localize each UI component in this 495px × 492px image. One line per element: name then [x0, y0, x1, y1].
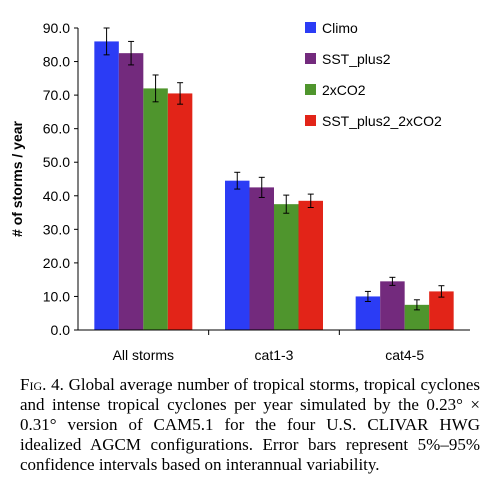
bar [225, 180, 250, 330]
legend: Climo SST_plus2 2xCO2 SST_plus2_2xCO2 [305, 20, 442, 129]
legend-label: Climo [322, 20, 358, 36]
bar [274, 204, 299, 330]
bar [429, 291, 454, 330]
y-tick-label: 20.0 [43, 255, 70, 271]
bar [380, 281, 405, 330]
bar [167, 93, 193, 330]
y-tick-label: 70.0 [43, 87, 70, 103]
figure-caption: Fig. 4. Global average number of tropica… [20, 375, 480, 475]
x-category-label: cat4-5 [385, 347, 424, 363]
legend-swatch [305, 53, 316, 64]
caption-label: Fig. 4. [20, 375, 64, 394]
legend-swatch [305, 22, 316, 33]
y-tick-label: 40.0 [43, 188, 70, 204]
bar [118, 53, 144, 331]
bar [355, 296, 381, 330]
x-axis: All storms cat1-3 cat4-5 [78, 329, 470, 363]
legend-swatch [305, 84, 316, 95]
y-axis: 0.0 10.0 20.0 30.0 40.0 50.0 60.0 70.0 80.0 90.0 [43, 20, 79, 338]
y-tick-label: 80.0 [43, 54, 70, 70]
y-tick-label: 90.0 [43, 20, 70, 36]
legend-label: SST_plus2_2xCO2 [322, 113, 442, 129]
x-category-label: cat1-3 [255, 347, 294, 363]
caption-text: Global average number of tropical storms… [20, 375, 481, 474]
bar-chart: 0.010.020.030.040.050.060.070.080.090.0 … [9, 20, 470, 363]
error-bars [103, 27, 445, 311]
y-tick-label: 0.0 [51, 322, 71, 338]
y-tick-label: 10.0 [43, 288, 70, 304]
bar [298, 200, 323, 330]
y-tick-label: 30.0 [43, 221, 70, 237]
x-category-label: All storms [113, 347, 174, 363]
bars [94, 41, 454, 331]
legend-swatch [305, 115, 316, 126]
bar [249, 187, 274, 330]
y-axis-label: # of storms / year [9, 120, 25, 236]
bar [94, 41, 119, 331]
legend-label: SST_plus2 [322, 51, 391, 67]
legend-label: 2xCO2 [322, 82, 366, 98]
y-tick-label: 50.0 [43, 154, 70, 170]
bar [143, 88, 168, 331]
y-tick-label: 60.0 [43, 121, 70, 137]
